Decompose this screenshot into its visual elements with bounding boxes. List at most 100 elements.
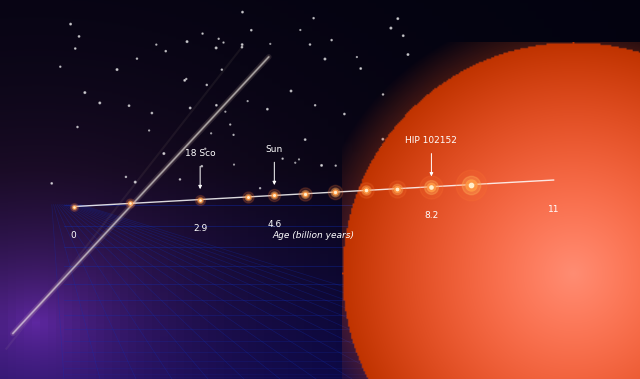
Point <box>124 103 134 109</box>
Point <box>320 56 330 62</box>
Text: 4.6: 4.6 <box>268 220 282 229</box>
Point <box>68 204 79 210</box>
Point <box>195 197 205 203</box>
Point <box>125 200 136 207</box>
Point <box>310 102 320 108</box>
Point <box>55 64 65 70</box>
Point <box>246 27 257 33</box>
Point <box>465 182 476 188</box>
Point <box>426 184 436 190</box>
Point <box>391 156 401 162</box>
Point <box>278 156 288 162</box>
Point <box>220 109 230 115</box>
Point <box>74 33 84 39</box>
Point <box>295 27 305 33</box>
Point <box>243 194 253 200</box>
Point <box>243 98 253 104</box>
Point <box>326 37 337 43</box>
Point <box>125 200 136 207</box>
Point <box>395 156 405 162</box>
Point <box>269 193 280 199</box>
Point <box>300 191 310 197</box>
Text: 11: 11 <box>548 205 559 214</box>
Point <box>300 136 310 143</box>
Point <box>196 163 207 169</box>
Point <box>211 102 221 108</box>
Point <box>202 82 212 88</box>
Point <box>132 56 142 62</box>
Point <box>121 174 131 180</box>
Point <box>300 191 310 197</box>
Point <box>237 9 248 15</box>
Text: 8.2: 8.2 <box>424 211 438 221</box>
Point <box>361 187 371 193</box>
Point <box>130 179 140 185</box>
Point <box>465 182 476 188</box>
Point <box>217 67 227 73</box>
Point <box>195 197 205 203</box>
Point <box>426 184 436 190</box>
Point <box>339 111 349 117</box>
Point <box>225 122 236 128</box>
Point <box>330 189 340 195</box>
Point <box>377 144 387 150</box>
Point <box>392 186 402 192</box>
Point <box>182 39 192 45</box>
Point <box>243 194 253 200</box>
Point <box>211 45 221 51</box>
Point <box>361 187 371 193</box>
Point <box>290 160 300 166</box>
Point <box>305 41 315 47</box>
Point <box>175 176 185 182</box>
Point <box>392 186 402 192</box>
Point <box>70 45 81 52</box>
Point <box>352 54 362 60</box>
Point <box>269 193 280 199</box>
Point <box>255 185 265 191</box>
Text: Age (billion years): Age (billion years) <box>273 231 355 240</box>
Point <box>243 194 253 200</box>
Point <box>200 146 211 152</box>
Point <box>144 127 154 133</box>
Point <box>330 189 340 195</box>
Point <box>237 42 247 48</box>
Point <box>147 110 157 116</box>
Point <box>218 39 228 45</box>
Point <box>72 124 83 130</box>
Point <box>159 150 169 157</box>
Point <box>286 88 296 94</box>
Point <box>237 44 247 50</box>
Point <box>378 136 388 142</box>
Point <box>95 100 105 106</box>
Point <box>269 193 280 199</box>
Point <box>68 204 79 210</box>
Point <box>80 89 90 96</box>
Point <box>47 180 57 186</box>
Point <box>68 204 79 210</box>
Point <box>403 52 413 58</box>
Point <box>330 189 340 195</box>
Point <box>195 197 205 203</box>
Text: Sun: Sun <box>266 145 283 154</box>
Point <box>361 187 371 193</box>
Point <box>214 36 224 42</box>
Point <box>68 204 79 210</box>
Point <box>228 132 239 138</box>
Text: HIP 102152: HIP 102152 <box>406 136 458 145</box>
Point <box>181 76 191 82</box>
Point <box>185 105 195 111</box>
Point <box>243 194 253 200</box>
Point <box>180 77 190 83</box>
Point <box>161 48 171 54</box>
Text: 2.9: 2.9 <box>193 224 207 233</box>
Point <box>386 25 396 31</box>
Point <box>361 187 371 193</box>
Point <box>112 67 122 73</box>
Point <box>426 184 436 190</box>
Point <box>465 182 476 188</box>
Point <box>316 162 326 168</box>
Point <box>393 16 403 22</box>
Point <box>378 91 388 97</box>
Point <box>331 163 341 169</box>
Point <box>330 189 340 195</box>
